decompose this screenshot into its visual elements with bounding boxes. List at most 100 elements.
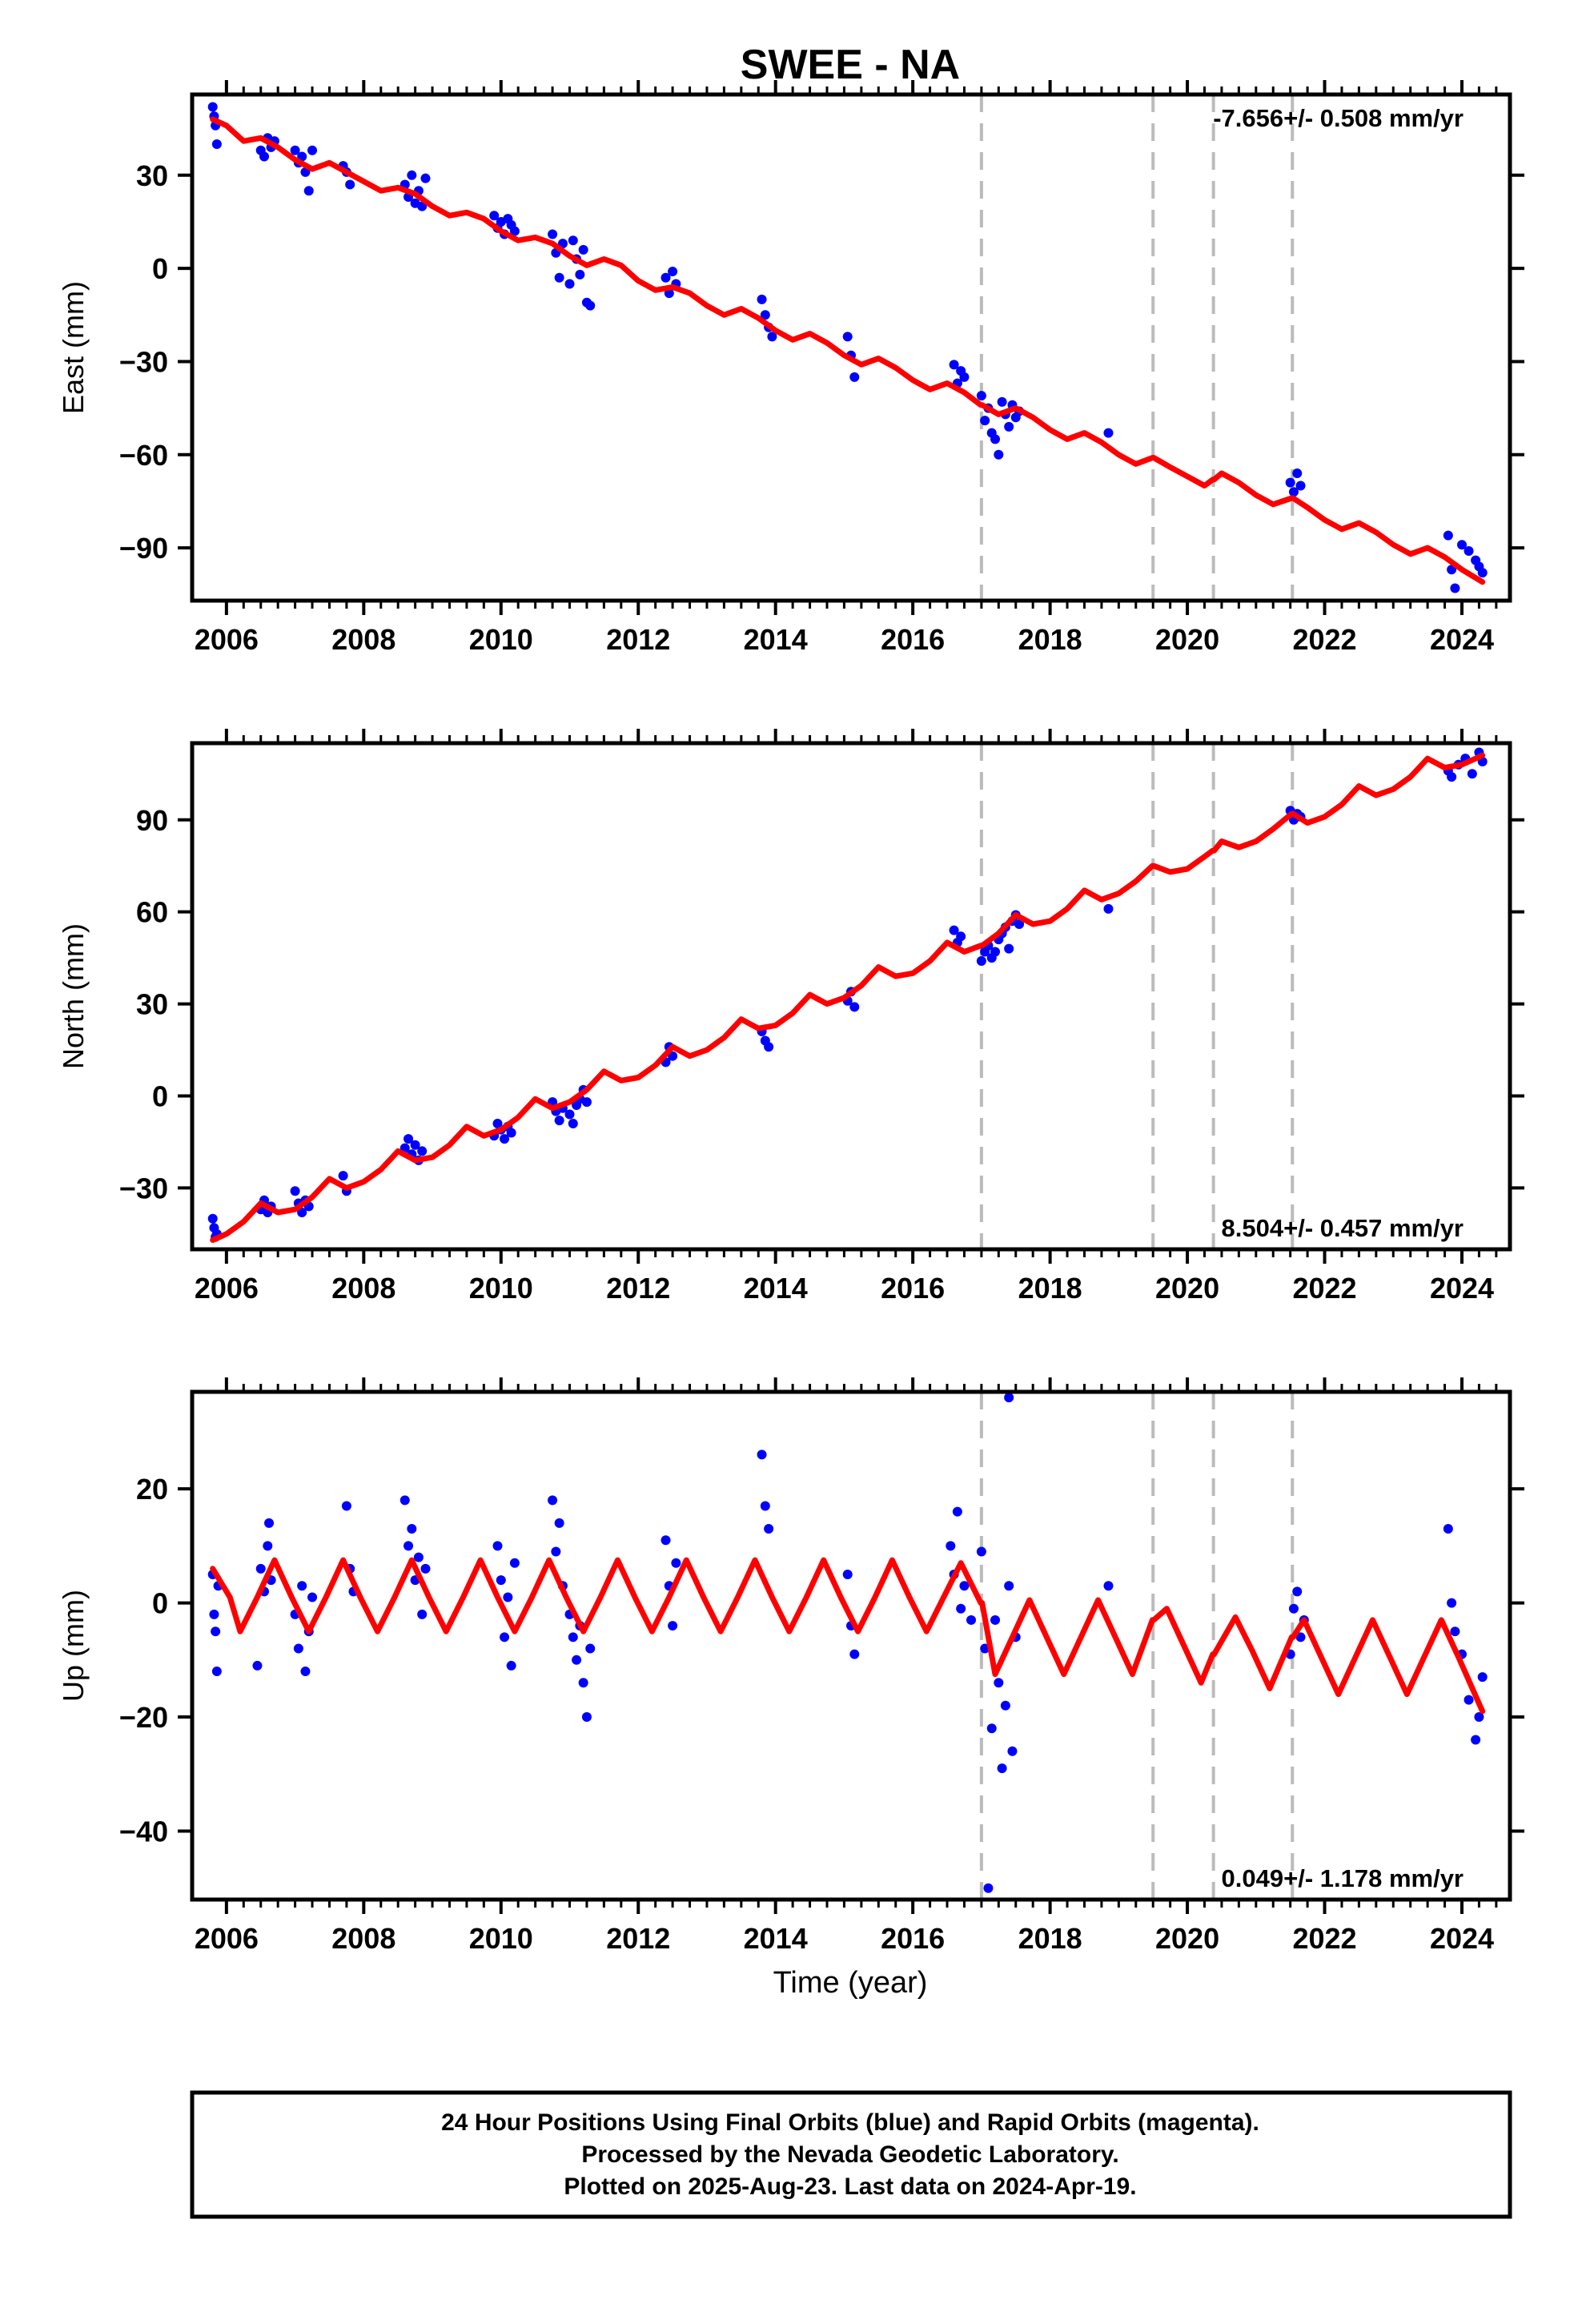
up-x-tick-label: 2016 bbox=[881, 1922, 945, 1955]
east-data-point bbox=[303, 186, 314, 196]
up-data-point bbox=[578, 1678, 588, 1688]
east-y-tick-label: 30 bbox=[136, 159, 168, 192]
north-data-point bbox=[506, 1128, 516, 1138]
footer-line-3: Plotted on 2025-Aug-23. Last data on 202… bbox=[564, 2173, 1136, 2200]
east-data-point bbox=[949, 360, 959, 370]
figure-title: SWEE - NA bbox=[741, 42, 960, 88]
up-x-tick-label: 2022 bbox=[1292, 1922, 1356, 1955]
up-data-point bbox=[581, 1712, 592, 1723]
east-data-point bbox=[1292, 468, 1303, 479]
east-y-tick-label: −30 bbox=[119, 345, 168, 378]
up-data-point bbox=[554, 1518, 564, 1528]
east-data-point bbox=[1450, 583, 1460, 593]
east-x-tick-label: 2006 bbox=[195, 623, 259, 656]
north-x-tick-label: 2010 bbox=[469, 1272, 533, 1305]
east-data-point bbox=[849, 372, 860, 382]
up-y-tick-label: −40 bbox=[119, 1815, 168, 1848]
up-data-point bbox=[548, 1495, 558, 1506]
east-data-point bbox=[407, 170, 417, 180]
east-data-point bbox=[207, 102, 218, 112]
up-data-point bbox=[1474, 1712, 1484, 1723]
north-x-tick-label: 2022 bbox=[1292, 1272, 1356, 1305]
east-x-tick-label: 2024 bbox=[1430, 623, 1494, 656]
up-data-point bbox=[1464, 1695, 1474, 1705]
up-data-point bbox=[1447, 1598, 1457, 1608]
up-data-point bbox=[1295, 1632, 1306, 1642]
east-data-point bbox=[757, 294, 767, 304]
up-data-point bbox=[966, 1614, 977, 1625]
north-data-point bbox=[976, 955, 986, 966]
north-data-point bbox=[290, 1186, 300, 1196]
up-data-point bbox=[400, 1495, 410, 1506]
north-data-point bbox=[417, 1146, 428, 1156]
up-data-point bbox=[413, 1552, 424, 1562]
east-x-tick-label: 2010 bbox=[469, 623, 533, 656]
up-plot-frame bbox=[190, 1389, 1512, 1902]
east-data-point bbox=[842, 332, 853, 342]
north-data-point bbox=[207, 1213, 218, 1224]
east-y-tick-label: −60 bbox=[119, 439, 168, 472]
north-model-line bbox=[210, 752, 1486, 1243]
east-data-point bbox=[661, 272, 671, 283]
up-data-point bbox=[404, 1541, 414, 1551]
up-data-point bbox=[1288, 1603, 1299, 1614]
north-x-tick-label: 2016 bbox=[881, 1272, 945, 1305]
up-data-point bbox=[1450, 1626, 1460, 1637]
up-data-point bbox=[952, 1506, 962, 1517]
east-data-point bbox=[1477, 568, 1488, 578]
east-model-line bbox=[210, 116, 1486, 585]
north-y-axis-label: North (mm) bbox=[57, 923, 90, 1069]
up-data-point bbox=[976, 1546, 986, 1557]
east-data-point bbox=[1288, 487, 1299, 497]
north-data-point bbox=[1014, 919, 1025, 929]
up-data-point bbox=[1477, 1672, 1488, 1683]
east-data-point bbox=[1103, 428, 1114, 438]
north-y-tick-label: 30 bbox=[136, 988, 168, 1021]
up-y-tick-label: 20 bbox=[136, 1473, 168, 1506]
north-data-point bbox=[849, 1002, 860, 1012]
north-data-point bbox=[949, 925, 959, 935]
north-panel: 2006 2008 2010 2012 2014 2016 2018 2020 2022 2024… bbox=[57, 729, 1524, 1305]
east-data-point bbox=[548, 229, 558, 239]
up-data-point bbox=[1004, 1393, 1014, 1403]
east-data-point bbox=[1443, 530, 1453, 541]
north-data-point bbox=[990, 947, 1001, 957]
up-data-point bbox=[211, 1626, 221, 1637]
north-data-point bbox=[297, 1208, 307, 1218]
up-data-point bbox=[671, 1558, 681, 1568]
up-data-point bbox=[842, 1569, 853, 1579]
up-data-point bbox=[1292, 1586, 1303, 1597]
up-x-tick-label: 2010 bbox=[469, 1922, 533, 1955]
up-data-point bbox=[509, 1558, 520, 1568]
up-data-point bbox=[1007, 1746, 1018, 1756]
east-data-point bbox=[994, 449, 1004, 460]
east-data-point bbox=[668, 267, 678, 277]
up-data-point bbox=[417, 1609, 428, 1619]
up-data-point bbox=[849, 1649, 860, 1659]
east-y-tick-label: 0 bbox=[152, 252, 168, 285]
east-data-point bbox=[290, 145, 300, 155]
up-data-point bbox=[506, 1660, 516, 1671]
up-data-point bbox=[764, 1523, 774, 1534]
up-data-point bbox=[1471, 1735, 1481, 1745]
up-data-point bbox=[297, 1581, 307, 1591]
north-y-tick-label: −30 bbox=[119, 1172, 168, 1204]
footer-line-1: 24 Hour Positions Using Final Orbits (bl… bbox=[441, 2109, 1259, 2136]
up-data-point bbox=[983, 1883, 994, 1893]
east-data-point bbox=[767, 332, 777, 342]
east-data-point bbox=[990, 434, 1001, 444]
up-data-point bbox=[293, 1643, 303, 1654]
up-data-point bbox=[209, 1609, 219, 1619]
up-data-point bbox=[263, 1541, 273, 1551]
north-y-tick-label: 0 bbox=[152, 1080, 168, 1112]
up-data-point bbox=[551, 1546, 561, 1557]
north-data-point bbox=[410, 1140, 420, 1150]
east-data-point bbox=[1285, 477, 1295, 488]
up-data-point bbox=[1443, 1523, 1453, 1534]
north-data-point bbox=[1467, 769, 1477, 779]
footer-line-2: Processed by the Nevada Geodetic Laborat… bbox=[581, 2141, 1118, 2168]
east-x-tick-label: 2022 bbox=[1292, 623, 1356, 656]
east-data-point bbox=[1456, 540, 1467, 550]
east-panel: 2006 2008 2010 2012 2014 2016 2018 2020 2022 2024… bbox=[57, 80, 1524, 656]
east-x-tick-label: 2014 bbox=[744, 623, 808, 656]
